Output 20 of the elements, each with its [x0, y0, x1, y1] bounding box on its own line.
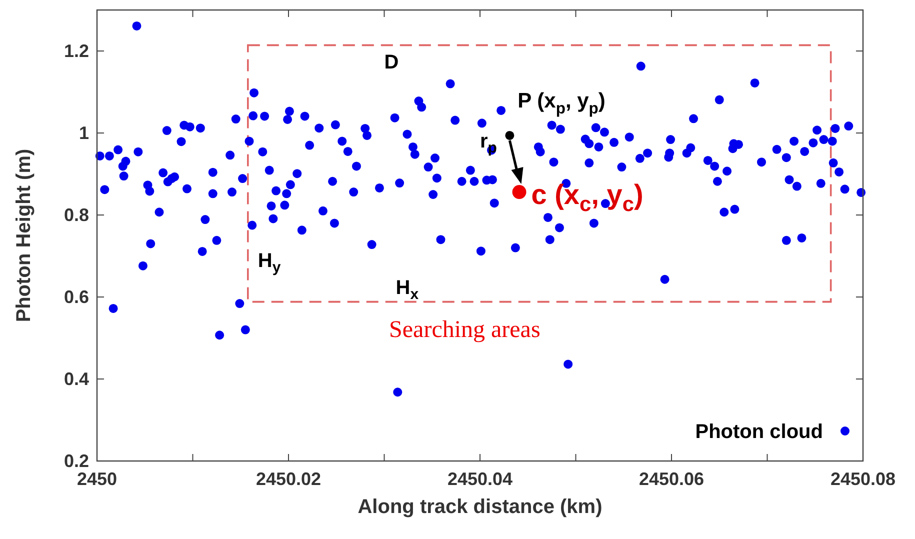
y-tick-label: 0.6: [64, 287, 89, 307]
legend-label: Photon cloud: [695, 421, 823, 443]
y-tick-label: 1.2: [64, 41, 89, 61]
annotation: H$_{y}$: [258, 250, 282, 276]
annotation: c (x$_{c}$, y$_{c}$): [531, 179, 644, 216]
y-tick-label: 0.8: [64, 205, 89, 225]
x-tick-label: 2450.06: [638, 469, 704, 489]
x-tick-label: 2450: [76, 469, 118, 489]
annotation: P (x$_{p}$, y$_{p}$): [518, 89, 606, 118]
y-axis-title: Photon Height (m): [13, 148, 35, 322]
annotation: H$_{x}$: [396, 277, 420, 304]
y-tick-label: 1: [78, 123, 89, 143]
x-tick-label: 2450.02: [256, 469, 322, 489]
x-tick-label: 2450.08: [830, 469, 896, 489]
y-tick-label: 0.4: [64, 369, 89, 389]
annotation: Searching areas: [389, 316, 540, 343]
x-tick-label: 2450.04: [447, 469, 513, 489]
y-tick-label: 0.2: [64, 451, 89, 471]
x-axis-title: Along track distance (km): [358, 496, 602, 518]
annotation: D: [384, 52, 399, 74]
